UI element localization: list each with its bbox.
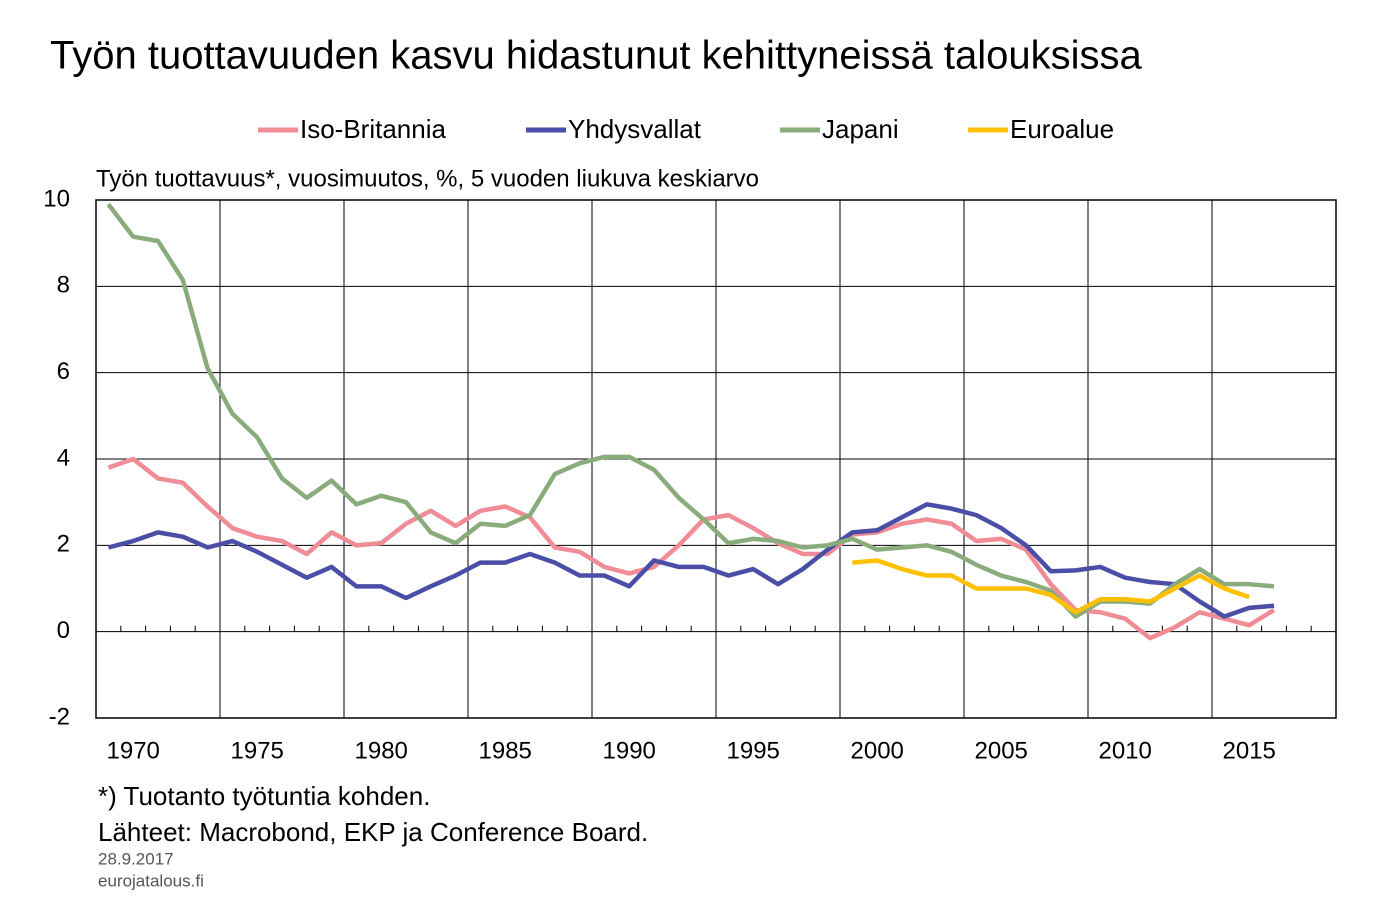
- legend-label: Japani: [822, 114, 899, 144]
- x-tick-label: 2005: [975, 737, 1028, 764]
- x-tick-label: 2000: [851, 737, 904, 764]
- y-tick-label: 8: [57, 272, 70, 299]
- x-tick-label: 1985: [479, 737, 532, 764]
- x-tick-label: 2010: [1099, 737, 1152, 764]
- x-tick-label: 1970: [107, 737, 160, 764]
- site: eurojatalous.fi: [98, 871, 204, 890]
- y-tick-label: 0: [57, 617, 70, 644]
- date: 28.9.2017: [98, 849, 174, 868]
- x-tick-label: 1990: [603, 737, 656, 764]
- source: Lähteet: Macrobond, EKP ja Conference Bo…: [98, 817, 648, 847]
- plot-frame: [95, 199, 1337, 719]
- y-axis-label: Työn tuottavuus*, vuosimuutos, %, 5 vuod…: [96, 165, 759, 192]
- series-line: [106, 202, 1275, 619]
- x-tick-label: 1995: [727, 737, 780, 764]
- y-tick-label: 6: [57, 358, 70, 385]
- y-tick-label: 2: [57, 531, 70, 558]
- x-tick-label: 1980: [355, 737, 408, 764]
- x-tick-label: 2015: [1223, 737, 1276, 764]
- legend-label: Yhdysvallat: [568, 114, 702, 144]
- footnote: *) Tuotanto työtuntia kohden.: [98, 781, 430, 811]
- series-line: [852, 558, 1250, 615]
- legend-label: Iso-Britannia: [300, 114, 446, 144]
- legend-label: Euroalue: [1010, 114, 1114, 144]
- series-line: [107, 456, 1276, 641]
- x-tick-label: 1975: [231, 737, 284, 764]
- chart-title: Työn tuottavuuden kasvu hidastunut kehit…: [50, 34, 1143, 78]
- series-line: [107, 502, 1275, 619]
- y-tick-label: -2: [49, 703, 70, 730]
- y-tick-label: 4: [57, 444, 70, 471]
- y-tick-label: 10: [43, 185, 70, 212]
